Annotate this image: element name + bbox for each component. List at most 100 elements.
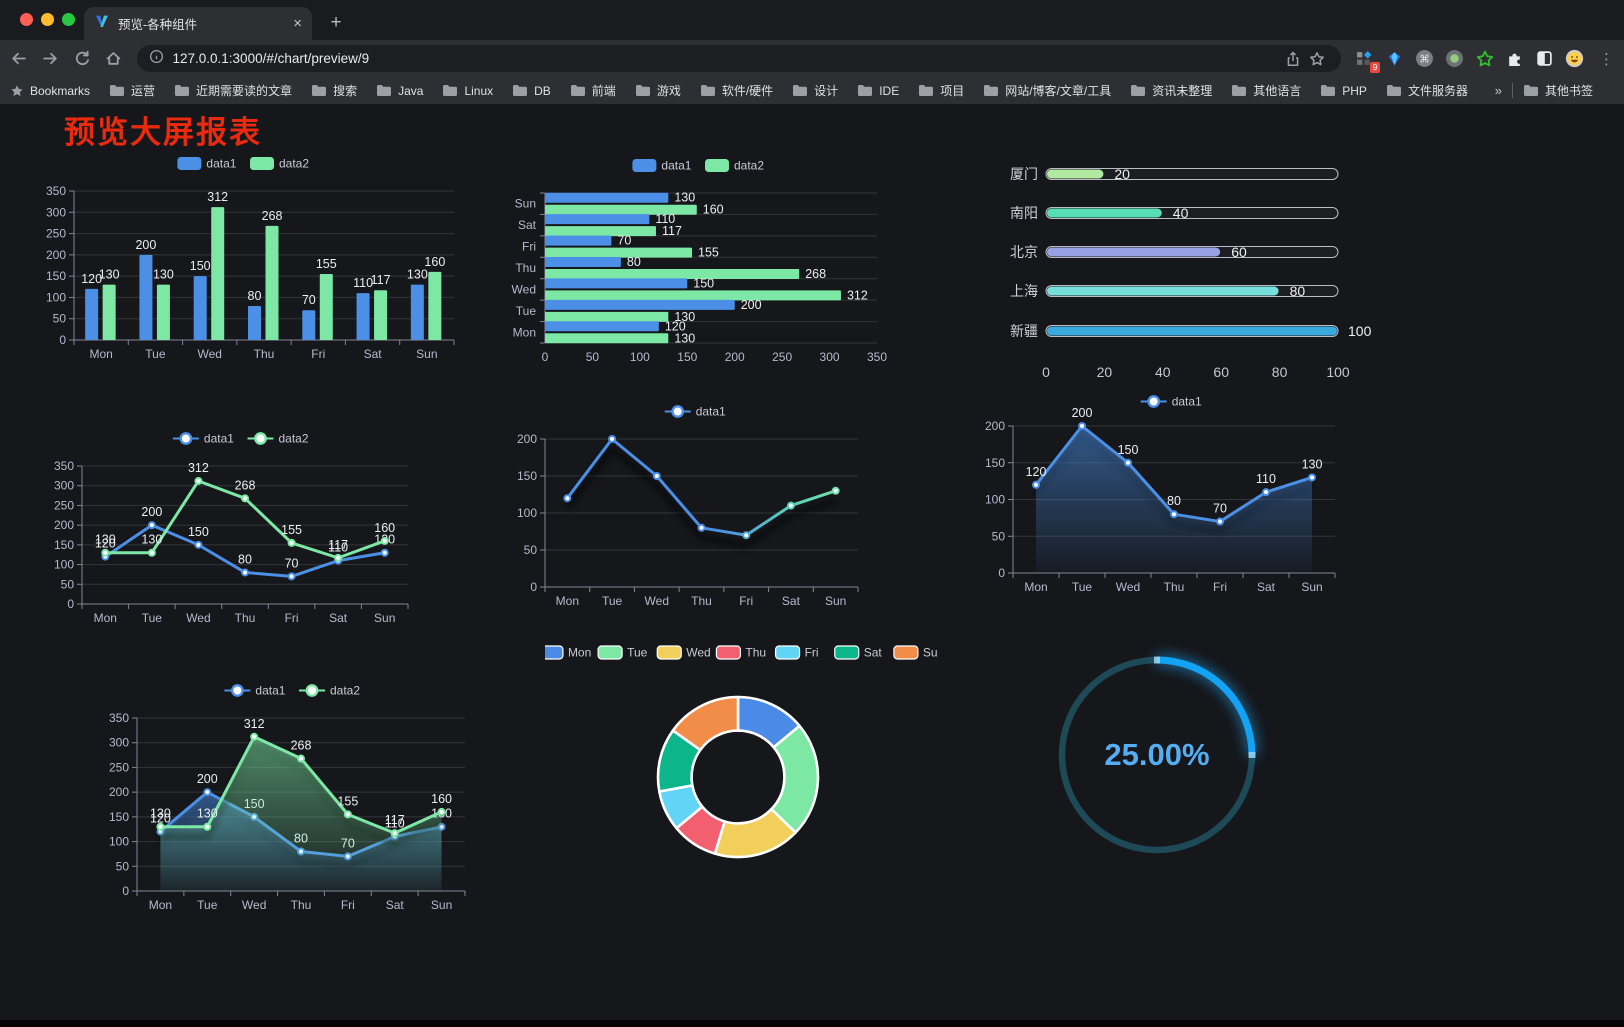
window-minimize-button[interactable]: [41, 13, 54, 26]
legend-item[interactable]: Sat: [834, 645, 883, 660]
bookmark-folder[interactable]: 资讯未整理: [1130, 82, 1212, 99]
svg-text:117: 117: [371, 273, 391, 287]
bookmarks-root-button[interactable]: Bookmarks: [10, 84, 90, 98]
bookmark-folder[interactable]: 近期需要读的文章: [174, 82, 292, 99]
bookmark-folder[interactable]: 文件服务器: [1386, 82, 1468, 99]
extension-command-icon[interactable]: ⌘: [1413, 47, 1436, 70]
svg-text:130: 130: [150, 807, 171, 821]
bookmark-folder[interactable]: 其他语言: [1231, 82, 1301, 99]
window-bottom-edge: [0, 1020, 1624, 1027]
extension-emoji-icon[interactable]: [1563, 47, 1586, 70]
svg-text:Fri: Fri: [285, 611, 299, 625]
legend-item[interactable]: data1: [664, 405, 726, 419]
share-icon[interactable]: [1281, 47, 1305, 71]
svg-text:40: 40: [1155, 364, 1171, 380]
svg-text:100: 100: [109, 835, 129, 849]
chart-area-two-series[interactable]: 0 50 100 150 200 250 300 350 Mon Tue Wed Thu Fri Sat S…: [100, 678, 468, 923]
chart-horizontal-bar[interactable]: 0 50 100 150 200 250 300 350 Sun 130 160 Sat 110 117 F…: [505, 151, 895, 369]
svg-text:100: 100: [985, 493, 1005, 507]
window-close-button[interactable]: [20, 13, 33, 26]
legend-item[interactable]: data1: [177, 157, 237, 171]
bookmark-folder-other[interactable]: 其他书签: [1523, 82, 1593, 99]
legend-item[interactable]: data1: [632, 159, 692, 173]
bookmark-folder[interactable]: Linux: [442, 84, 493, 98]
legend-item[interactable]: data2: [247, 432, 309, 446]
bookmark-star-icon[interactable]: [1305, 47, 1329, 71]
forward-icon[interactable]: [38, 46, 64, 72]
legend-item[interactable]: Tue: [597, 645, 648, 660]
bookmarks-overflow-chevron[interactable]: »: [1494, 83, 1502, 98]
home-icon[interactable]: [101, 46, 127, 72]
browser-menu-icon[interactable]: ⋮: [1599, 50, 1615, 68]
legend-item[interactable]: Mon: [538, 645, 591, 660]
svg-text:110: 110: [385, 817, 405, 831]
chart-donut[interactable]: Mon Tue Wed Thu Fri Sat Sun: [538, 638, 944, 890]
svg-text:100: 100: [54, 558, 74, 572]
legend-item[interactable]: data1: [172, 432, 234, 446]
legend-item[interactable]: data2: [250, 157, 309, 171]
page-info-icon[interactable]: [149, 49, 164, 69]
chart-gauge[interactable]: 25.00%: [1037, 634, 1277, 886]
svg-text:268: 268: [291, 739, 312, 753]
svg-text:150: 150: [1118, 443, 1139, 457]
url-text[interactable]: 127.0.0.1:3000/#/chart/preview/9: [172, 51, 370, 66]
svg-text:160: 160: [703, 203, 724, 217]
chart-grouped-bar[interactable]: 0 50 100 150 200 250 300 350 Mon Tue Wed Thu Fri Sat S…: [40, 149, 460, 367]
svg-text:150: 150: [985, 456, 1005, 470]
folder-icon: [1321, 85, 1336, 96]
bookmarks-bar: Bookmarks 运营 近期需要读的文章 搜索 Java Linux DB 前端 游戏 软件/硬…: [0, 77, 1624, 104]
extension-sidepanel-icon[interactable]: [1533, 47, 1556, 70]
folder-icon: [175, 85, 190, 96]
legend-item[interactable]: data2: [705, 159, 764, 173]
svg-text:200: 200: [1072, 406, 1093, 420]
bookmark-folder[interactable]: 软件/硬件: [700, 82, 773, 99]
bookmark-folder[interactable]: DB: [512, 84, 551, 98]
bookmark-folder[interactable]: 搜索: [311, 82, 357, 99]
chart-capsule-progress[interactable]: 厦门 20 南阳 40 北京 60 上海 80 新疆 100 0 20 40 60 80 100: [1000, 151, 1372, 391]
bookmark-folder[interactable]: 前端: [570, 82, 616, 99]
legend-item[interactable]: data2: [299, 684, 360, 698]
chart-area-single[interactable]: 0 50 100 150 200 Mon Tue Wed Thu Fri Sat Sun 120 200 1…: [985, 389, 1341, 599]
chart-line-gradient[interactable]: 0 50 100 150 200 Mon Tue Wed Thu Fri Sat Sun data1: [503, 399, 871, 614]
extension-puzzle-icon[interactable]: [1503, 47, 1526, 70]
bookmark-folder[interactable]: 运营: [109, 82, 155, 99]
folder-icon: [377, 85, 392, 96]
svg-text:350: 350: [46, 184, 66, 198]
legend-item[interactable]: data1: [224, 684, 286, 698]
extension-blocker-icon[interactable]: 9: [1353, 47, 1381, 73]
pie-slice-Sun[interactable]: [671, 695, 740, 752]
bookmark-folder[interactable]: Java: [376, 84, 423, 98]
new-tab-button[interactable]: +: [330, 12, 342, 33]
bookmark-folder[interactable]: PHP: [1320, 84, 1367, 98]
tab-close-icon[interactable]: ×: [293, 15, 302, 32]
browser-tab[interactable]: 预览-各种组件 ×: [84, 7, 312, 40]
legend-item[interactable]: data1: [1140, 395, 1202, 409]
legend-item[interactable]: Wed: [656, 645, 711, 660]
url-bar[interactable]: 127.0.0.1:3000/#/chart/preview/9: [136, 45, 1342, 72]
reload-icon[interactable]: [69, 46, 95, 72]
svg-text:150: 150: [54, 538, 74, 552]
legend-item[interactable]: Thu: [715, 645, 766, 660]
bookmark-folder[interactable]: 项目: [918, 82, 964, 99]
svg-text:130: 130: [153, 268, 174, 282]
extension-gem-icon[interactable]: [1383, 47, 1406, 70]
bookmark-folder[interactable]: 游戏: [635, 82, 681, 99]
svg-text:0: 0: [1042, 364, 1050, 380]
bookmark-folder[interactable]: IDE: [857, 84, 899, 98]
legend-item[interactable]: Fri: [774, 645, 819, 660]
extension-record-icon[interactable]: [1443, 47, 1466, 70]
chart-line-two-series[interactable]: 0 50 100 150 200 250 300 350 Mon Tue Wed Thu Fri Sat S…: [45, 426, 420, 638]
back-icon[interactable]: [6, 46, 32, 72]
svg-text:100: 100: [630, 350, 650, 364]
svg-text:312: 312: [188, 461, 209, 475]
legend-item[interactable]: Sun: [893, 645, 944, 660]
extension-star-icon[interactable]: [1473, 47, 1496, 70]
svg-text:Fri: Fri: [311, 347, 325, 361]
window-zoom-button[interactable]: [62, 13, 75, 26]
bookmark-folder[interactable]: 设计: [792, 82, 838, 99]
bookmarks-star-icon: [11, 84, 23, 96]
svg-text:130: 130: [674, 331, 695, 345]
bookmark-folder-label: 软件/硬件: [721, 84, 774, 98]
bookmark-folder[interactable]: 网站/博客/文章/工具: [983, 82, 1111, 99]
svg-text:50: 50: [61, 577, 75, 591]
